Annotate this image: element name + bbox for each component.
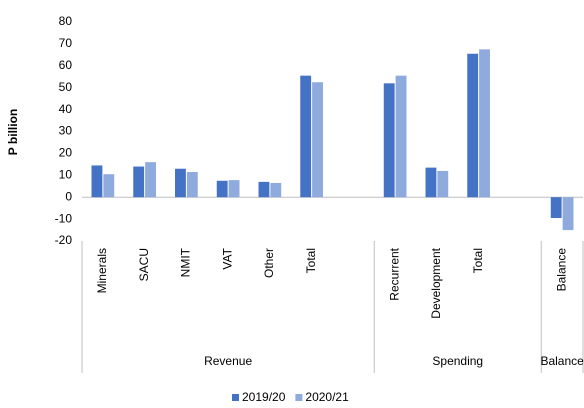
y-tick-label: 10 xyxy=(59,167,73,181)
x-tick-label: Recurrent xyxy=(387,247,401,300)
x-tick-label: NMIT xyxy=(179,247,193,277)
bar xyxy=(479,49,490,198)
x-tick-label: Development xyxy=(429,247,443,318)
bar xyxy=(228,180,240,198)
bar xyxy=(133,166,145,198)
x-tick-label: Minerals xyxy=(95,248,109,293)
bar xyxy=(216,180,228,198)
x-tick-label: Total xyxy=(304,248,318,273)
legend-swatch xyxy=(232,394,239,401)
legend-label: 2020/21 xyxy=(305,390,349,404)
y-tick-label: -20 xyxy=(55,233,73,247)
x-tick-label: Other xyxy=(262,248,276,278)
group-label: Spending xyxy=(432,354,483,368)
y-tick-label: 20 xyxy=(59,146,73,160)
y-tick-label: 70 xyxy=(59,36,73,50)
x-tick-label: Balance xyxy=(554,248,568,292)
legend-label: 2019/20 xyxy=(242,390,286,404)
bar xyxy=(467,53,479,198)
bar xyxy=(91,165,103,198)
group-label: Revenue xyxy=(204,354,252,368)
bar xyxy=(175,168,186,198)
legend-swatch xyxy=(295,394,303,401)
bar xyxy=(562,197,574,231)
bar xyxy=(550,197,562,219)
x-tick-label: SACU xyxy=(137,248,151,281)
y-tick-label: 50 xyxy=(59,80,73,94)
group-label: Balance xyxy=(540,354,584,368)
bar xyxy=(395,75,407,198)
y-tick-label: 0 xyxy=(65,189,72,203)
y-tick-label: 80 xyxy=(59,14,73,28)
bar xyxy=(270,182,282,198)
bar xyxy=(383,83,395,198)
y-tick-label: 40 xyxy=(59,102,73,116)
bar xyxy=(103,174,115,198)
bar xyxy=(425,167,437,198)
y-tick-label: 30 xyxy=(59,124,73,138)
x-tick-label: VAT xyxy=(220,247,234,269)
bar xyxy=(437,170,449,198)
y-tick-label: 60 xyxy=(59,58,73,72)
x-tick-label: Total xyxy=(471,248,485,273)
bar xyxy=(258,181,270,198)
bar xyxy=(300,75,312,198)
y-axis-label: P billion xyxy=(6,109,20,155)
bar xyxy=(186,172,198,198)
bar xyxy=(145,162,156,198)
bar xyxy=(312,82,323,198)
y-tick-label: -10 xyxy=(55,211,73,225)
